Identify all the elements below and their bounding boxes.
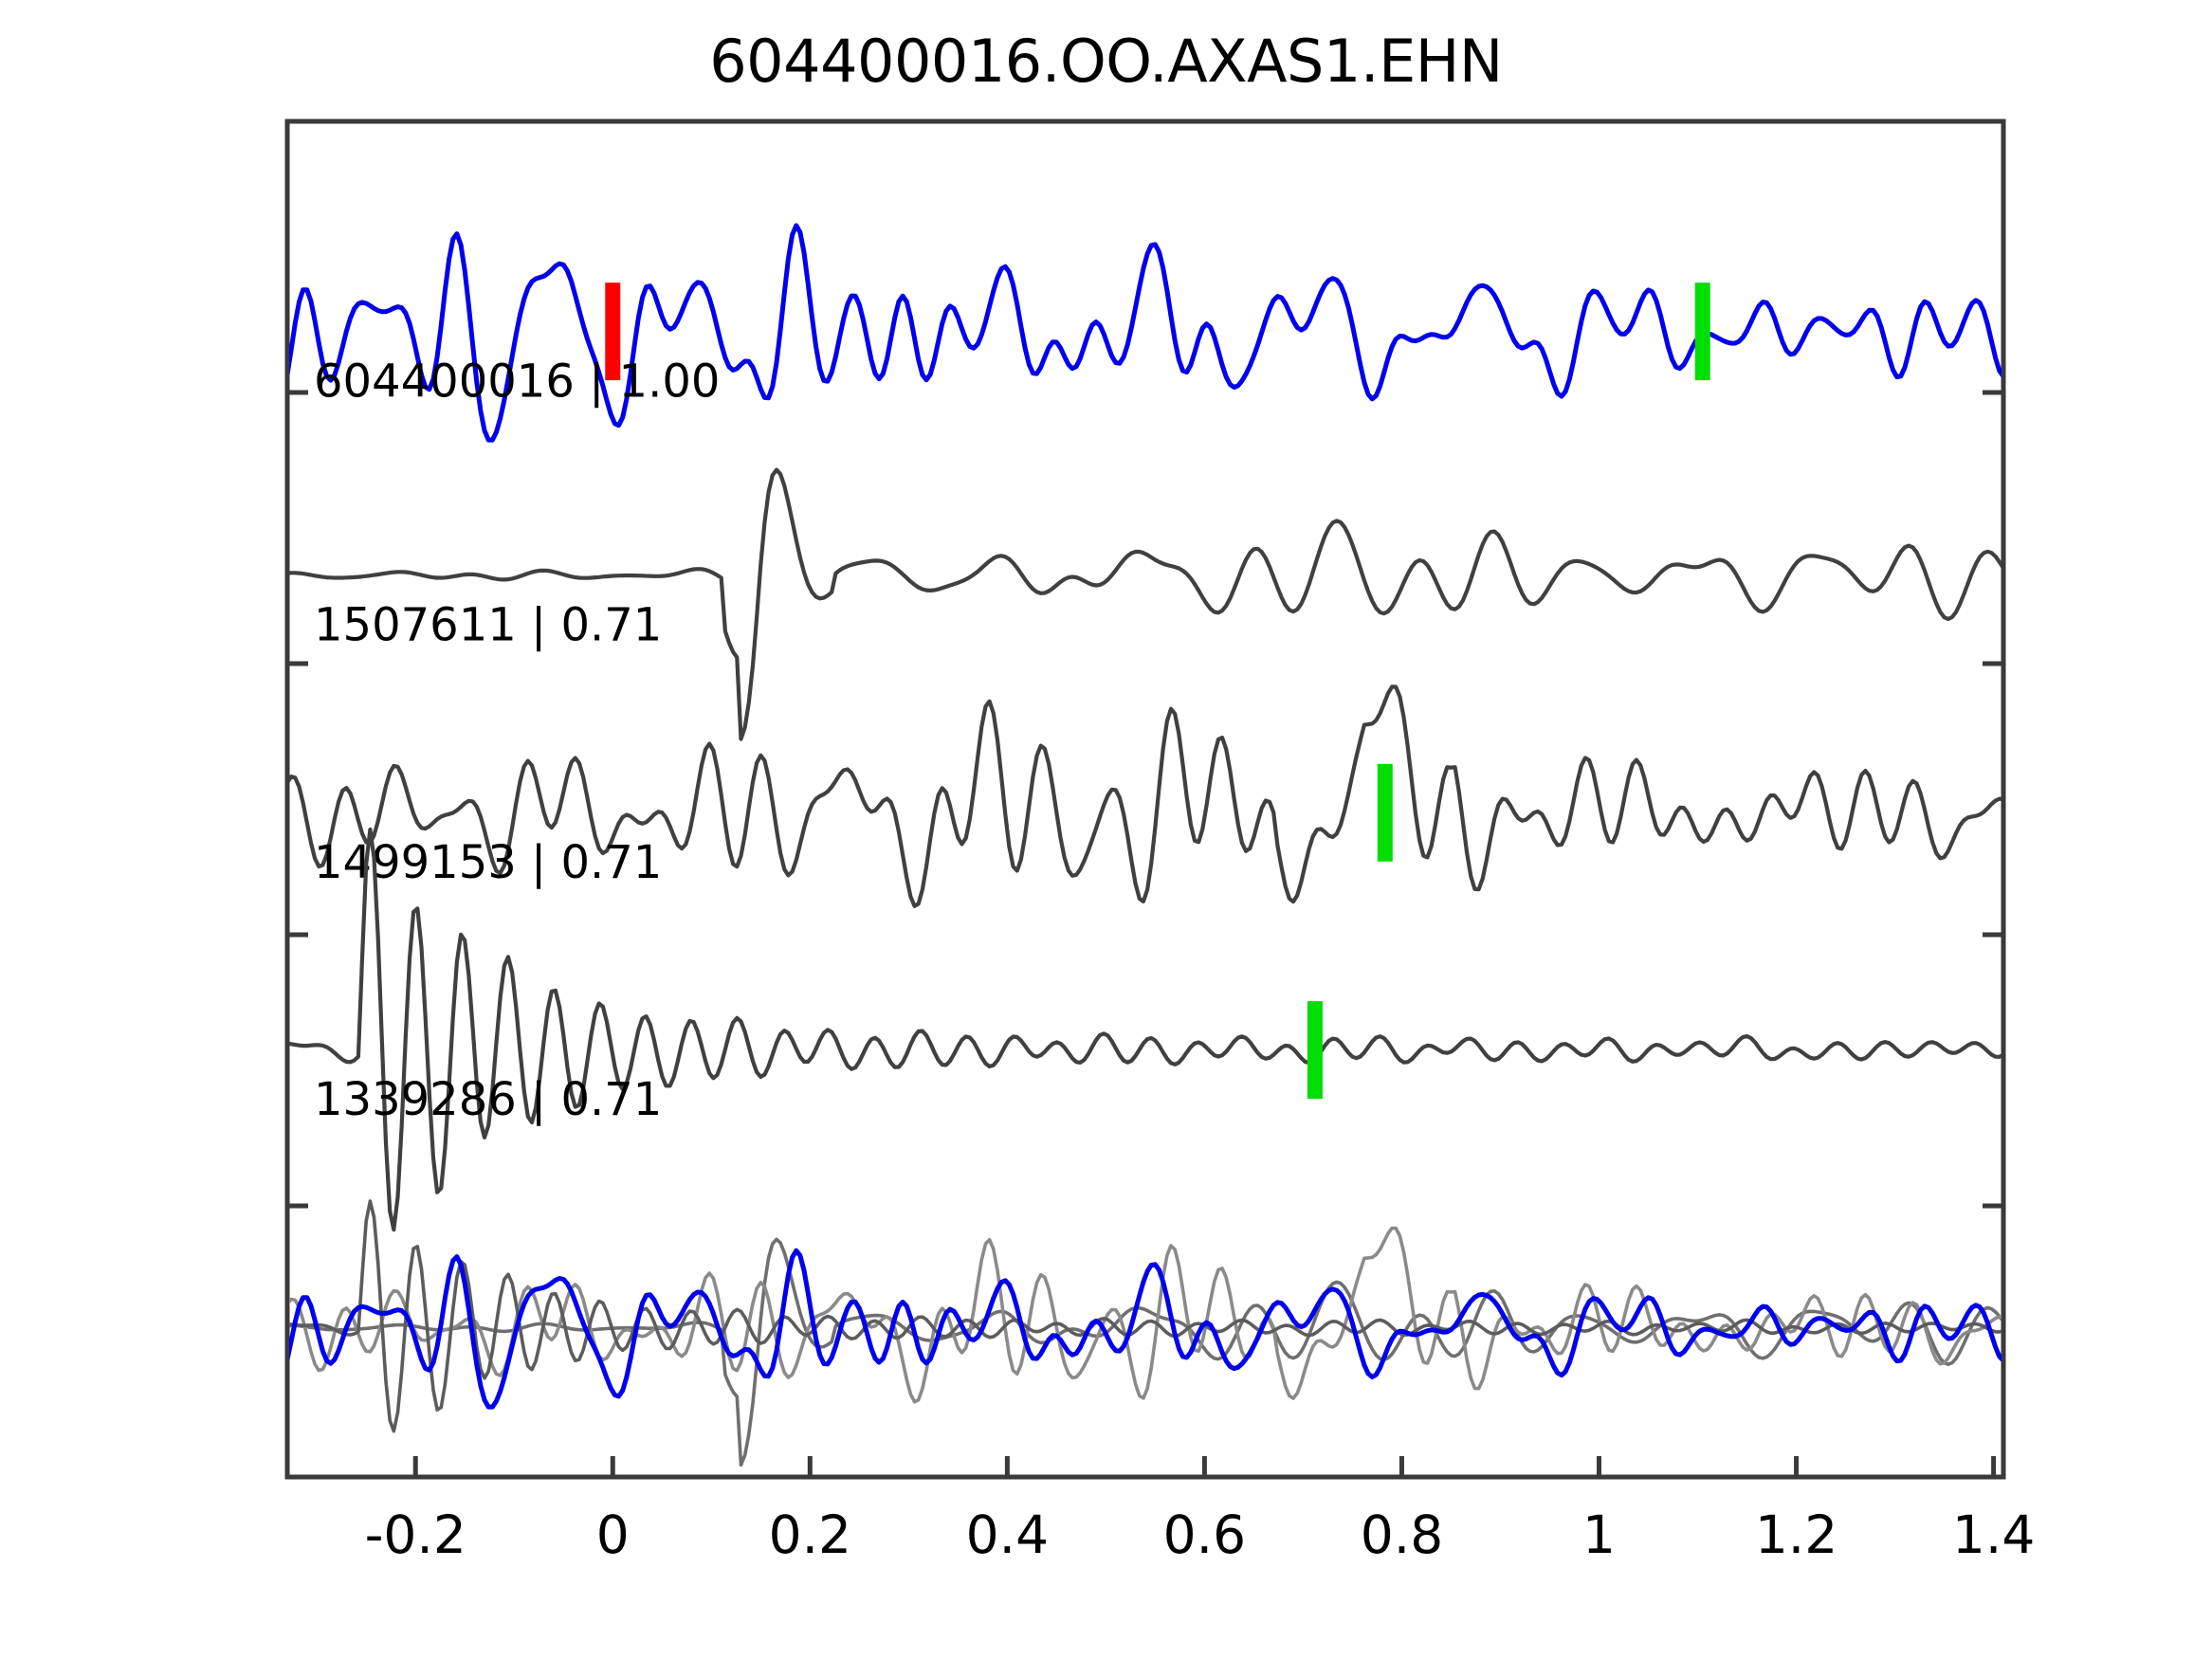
waveform-line — [289, 684, 2002, 908]
waveform-line — [289, 467, 2002, 741]
trace-label: 1339286 | 0.71 — [314, 1073, 662, 1126]
x-tick-label: 1 — [1582, 1504, 1616, 1565]
overlay-gray-waveform — [289, 1237, 2002, 1468]
overlay-template-waveform — [289, 1248, 2002, 1410]
trace-label: 1507611 | 0.71 — [314, 599, 662, 652]
overlay-panel — [289, 1199, 2002, 1468]
x-tick-label: 0.4 — [966, 1504, 1049, 1565]
x-tick-label: -0.2 — [365, 1504, 466, 1565]
x-tick-label: 0.2 — [769, 1504, 851, 1565]
pick-marker-green[interactable] — [1307, 1001, 1323, 1100]
trace-1339286: 1339286 | 0.71 — [289, 827, 2002, 1232]
x-tick-label: 0.6 — [1163, 1504, 1246, 1565]
x-tick-label: 0 — [596, 1504, 630, 1565]
trace-604400016: 604400016 | 1.00 — [289, 223, 2002, 443]
x-tick-label: 1.4 — [1952, 1504, 2035, 1565]
trace-label: 604400016 | 1.00 — [314, 355, 720, 408]
trace-1507611: 1507611 | 0.71 — [289, 467, 2002, 741]
pick-marker-green[interactable] — [1694, 283, 1710, 381]
trace-1499153: 1499153 | 0.71 — [289, 684, 2002, 908]
pick-marker-red[interactable] — [605, 283, 621, 381]
page-title: 604400016.OO.AXAS1.EHN — [709, 27, 1503, 96]
pick-marker-green[interactable] — [1377, 763, 1393, 862]
x-tick-label: 1.2 — [1755, 1504, 1837, 1565]
x-tick-label: 0.8 — [1361, 1504, 1443, 1565]
waveform-line — [289, 223, 2002, 443]
waveform-line — [289, 827, 2002, 1232]
